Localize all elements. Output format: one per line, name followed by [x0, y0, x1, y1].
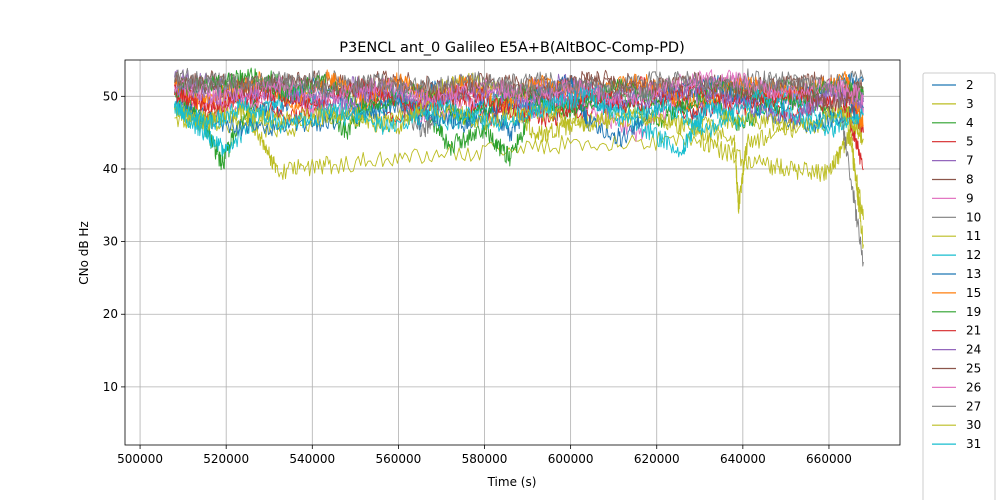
legend-label-31: 31	[966, 437, 981, 451]
x-tick-label: 580000	[462, 452, 508, 466]
legend-label-21: 21	[966, 324, 981, 338]
y-tick-label: 50	[103, 89, 118, 103]
series-line-31	[174, 87, 864, 138]
legend-label-2: 2	[966, 78, 974, 92]
series-lines	[174, 67, 864, 267]
y-tick-label: 10	[103, 380, 118, 394]
y-tick-label: 20	[103, 307, 118, 321]
x-tick-label: 560000	[375, 452, 421, 466]
series-line-3	[174, 86, 864, 249]
legend-label-24: 24	[966, 343, 981, 357]
x-tick-label: 540000	[289, 452, 335, 466]
y-tick-label: 30	[103, 235, 118, 249]
legend-label-9: 9	[966, 191, 974, 205]
legend-label-15: 15	[966, 286, 981, 300]
x-tick-label: 600000	[548, 452, 594, 466]
y-tick-label: 40	[103, 162, 118, 176]
legend-label-13: 13	[966, 267, 981, 281]
series-line-25	[174, 70, 864, 114]
x-tick-label: 640000	[720, 452, 766, 466]
legend-label-5: 5	[966, 135, 974, 149]
legend-label-12: 12	[966, 248, 981, 262]
legend-label-19: 19	[966, 305, 981, 319]
legend-label-26: 26	[966, 380, 981, 394]
legend-label-11: 11	[966, 229, 981, 243]
axis-ticks: 500000 520000 540000 560000 580000 600000 6200…	[103, 89, 852, 466]
legend: 2 3 4 5 7 8 9 10 11 12 13 15 19 21 24 25 26 27 30 31	[922, 72, 996, 500]
legend-label-7: 7	[966, 154, 974, 168]
legend-label-27: 27	[966, 399, 981, 413]
legend-label-4: 4	[966, 116, 974, 130]
legend-label-3: 3	[966, 97, 974, 111]
y-axis-label: CNo dB Hz	[77, 221, 91, 285]
series-line-26	[174, 69, 864, 107]
x-tick-label: 500000	[117, 452, 163, 466]
legend-label-10: 10	[966, 210, 981, 224]
x-tick-label: 520000	[203, 452, 249, 466]
legend-label-25: 25	[966, 362, 981, 376]
chart-title: P3ENCL ant_0 Galileo E5A+B(AltBOC-Comp-P…	[339, 40, 685, 56]
x-axis-label: Time (s)	[487, 475, 537, 489]
x-tick-label: 660000	[806, 452, 852, 466]
series-line-27	[174, 70, 864, 267]
plot-frame	[124, 59, 901, 446]
legend-box	[922, 72, 996, 500]
legend-label-8: 8	[966, 173, 974, 187]
legend-label-30: 30	[966, 418, 981, 432]
x-tick-label: 620000	[634, 452, 680, 466]
